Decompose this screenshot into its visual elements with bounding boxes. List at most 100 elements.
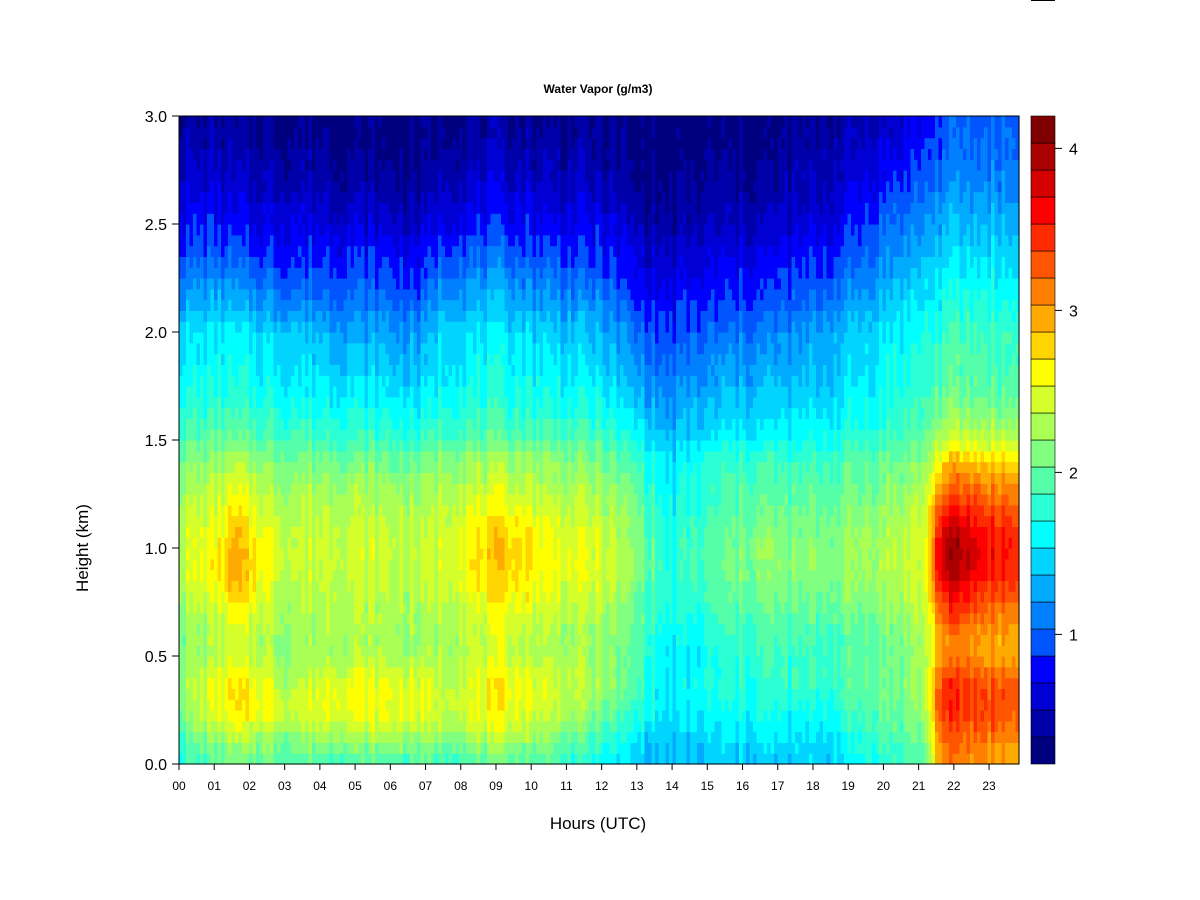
heatmap-cell: [340, 310, 345, 322]
heatmap-cell: [273, 731, 278, 743]
heatmap-cell: [270, 537, 275, 549]
heatmap-cell: [266, 191, 271, 203]
heatmap-cell: [455, 364, 460, 376]
heatmap-cell: [455, 569, 460, 581]
heatmap-cell: [392, 699, 397, 711]
heatmap-cell: [322, 623, 327, 635]
heatmap-cell: [221, 159, 226, 171]
heatmap-cell: [469, 623, 474, 635]
heatmap-cell: [242, 450, 247, 463]
heatmap-cell: [228, 148, 233, 160]
heatmap-cell: [221, 310, 226, 322]
heatmap-cell: [410, 645, 415, 657]
heatmap-cell: [441, 116, 446, 128]
heatmap-cell: [420, 278, 425, 290]
heatmap-cell: [207, 245, 212, 257]
heatmap-cell: [231, 666, 236, 679]
heatmap-cell: [224, 191, 229, 203]
heatmap-cell: [326, 224, 331, 236]
heatmap-cell: [389, 375, 394, 387]
heatmap-cell: [252, 645, 257, 657]
heatmap-cell: [200, 623, 205, 635]
heatmap-cell: [445, 526, 450, 538]
heatmap-cell: [368, 148, 373, 160]
heatmap-cell: [434, 310, 439, 322]
heatmap-cell: [375, 342, 380, 355]
plot-area: [178, 115, 1020, 765]
heatmap-cell: [350, 688, 355, 700]
heatmap-cell: [389, 191, 394, 203]
heatmap-cell: [427, 321, 432, 333]
heatmap-cell: [343, 504, 348, 517]
heatmap-cell: [438, 170, 443, 182]
heatmap-cell: [221, 537, 226, 549]
heatmap-cell: [350, 569, 355, 581]
heatmap-cell: [399, 677, 404, 689]
heatmap-cell: [322, 429, 327, 441]
heatmap-cell: [179, 494, 184, 506]
heatmap-cell: [329, 472, 334, 484]
heatmap-cell: [189, 191, 194, 203]
heatmap-cell: [448, 720, 453, 733]
heatmap-cell: [221, 461, 226, 473]
heatmap-cell: [434, 321, 439, 333]
heatmap-cell: [431, 299, 436, 311]
heatmap-cell: [249, 180, 254, 193]
heatmap-cell: [438, 386, 443, 398]
heatmap-cell: [459, 677, 464, 689]
heatmap-cell: [406, 224, 411, 236]
heatmap-cell: [200, 504, 205, 517]
heatmap-cell: [417, 137, 422, 149]
heatmap-cell: [357, 591, 362, 603]
heatmap-cell: [399, 440, 404, 452]
heatmap-cell: [242, 418, 247, 430]
heatmap-cell: [399, 699, 404, 711]
heatmap-cell: [256, 396, 261, 409]
heatmap-cell: [420, 494, 425, 506]
heatmap-cell: [231, 591, 236, 603]
heatmap-cell: [224, 515, 229, 527]
heatmap-cell: [179, 321, 184, 333]
heatmap-cell: [182, 526, 187, 538]
heatmap-cell: [417, 245, 422, 257]
heatmap-cell: [350, 656, 355, 668]
heatmap-cell: [406, 688, 411, 700]
heatmap-cell: [371, 256, 376, 268]
heatmap-cell: [375, 677, 380, 689]
heatmap-cell: [249, 332, 254, 344]
heatmap-cell: [455, 504, 460, 517]
heatmap-cell: [427, 407, 432, 419]
heatmap-cell: [301, 645, 306, 657]
heatmap-cell: [301, 418, 306, 430]
heatmap-cell: [259, 472, 264, 484]
heatmap-cell: [434, 688, 439, 700]
heatmap-cell: [193, 440, 198, 452]
heatmap-cell: [322, 710, 327, 722]
heatmap-cell: [361, 753, 366, 765]
heatmap-cell: [263, 494, 268, 506]
heatmap-cell: [228, 677, 233, 689]
heatmap-cell: [249, 364, 254, 376]
heatmap-cell: [280, 126, 285, 139]
heatmap-cell: [375, 191, 380, 203]
heatmap-cell: [378, 612, 383, 625]
heatmap-cell: [256, 148, 261, 160]
heatmap-cell: [459, 569, 464, 581]
heatmap-cell: [319, 504, 324, 517]
heatmap-cell: [245, 342, 250, 355]
heatmap-cell: [340, 332, 345, 344]
heatmap-cell: [354, 602, 359, 614]
heatmap-cell: [273, 753, 278, 765]
heatmap-cell: [357, 720, 362, 733]
heatmap-cell: [210, 170, 215, 182]
heatmap-cell: [231, 558, 236, 571]
heatmap-cell: [420, 440, 425, 452]
heatmap-cell: [263, 634, 268, 646]
heatmap-cell: [438, 342, 443, 355]
heatmap-cell: [455, 645, 460, 657]
heatmap-cell: [452, 731, 457, 743]
heatmap-cell: [375, 558, 380, 571]
heatmap-cell: [312, 407, 317, 419]
heatmap-cell: [410, 116, 415, 128]
heatmap-cell: [361, 234, 366, 247]
